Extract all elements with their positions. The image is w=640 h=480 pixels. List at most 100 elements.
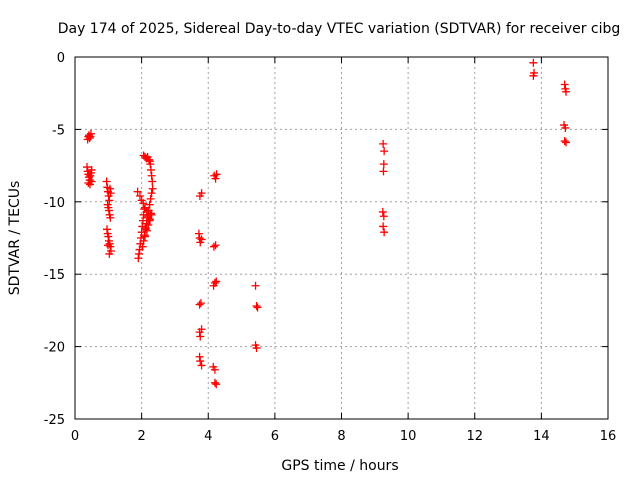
data-point [147,189,156,198]
grid [75,57,608,419]
x-tick-label: 10 [400,429,417,444]
data-point [105,184,114,193]
data-point [106,189,115,198]
data-point [379,160,388,169]
data-point [102,225,111,234]
y-tick-label: -25 [44,413,65,428]
data-point [197,361,206,370]
data-point [146,209,155,218]
y-tick-label: -15 [44,268,65,283]
data-point [87,165,96,174]
data-point [210,378,219,387]
data-point [134,249,143,258]
data-point [194,229,203,238]
data-point [379,167,388,176]
x-tick-label: 16 [600,429,617,444]
y-tick-label: -20 [44,341,65,356]
data-point [105,249,114,258]
data-point [144,220,153,229]
y-tick-label: 0 [57,51,65,66]
data-point [529,71,538,80]
data-point [560,136,569,145]
x-axis-label: GPS time / hours [281,458,398,474]
data-point [195,300,204,309]
x-tick-label: 4 [204,429,212,444]
data-point [145,216,154,225]
data-point [104,232,113,241]
data-point [85,134,94,143]
data-point [82,163,91,172]
x-tick-labels: 0 2 4 6 8 10 12 14 16 [71,429,616,444]
data-point [84,178,93,187]
data-point [196,357,205,366]
data-point [139,236,148,245]
data-point [210,365,219,374]
data-point [195,352,204,361]
data-point [139,199,148,208]
data-point [145,200,154,209]
data-point [210,278,219,287]
data-points [82,58,571,389]
data-point [138,242,147,251]
data-point [106,213,115,222]
data-point [140,232,149,241]
y-tick-label: -10 [44,196,65,211]
data-point [148,177,157,186]
x-tick-label: 14 [533,429,550,444]
data-point [562,138,571,147]
data-point [380,228,389,237]
data-point [212,380,221,389]
data-point [133,187,142,196]
data-point [146,165,155,174]
data-point [197,235,206,244]
data-point [211,241,220,250]
data-point [142,207,151,216]
data-point [379,222,388,231]
data-point [196,332,205,341]
chart-title: Day 174 of 2025, Sidereal Day-to-day VTE… [58,21,621,37]
data-point [252,344,261,353]
data-point [196,299,205,308]
plot-frame [74,56,609,420]
x-tick-label: 12 [466,429,483,444]
data-point [209,242,218,251]
data-point [560,80,569,89]
data-point [197,189,206,198]
x-tick-label: 0 [71,429,79,444]
data-point [142,226,151,235]
x-tick-label: 2 [137,429,145,444]
data-point [253,303,262,312]
data-point [105,196,114,205]
data-point [135,192,144,201]
x-tick-label: 8 [337,429,345,444]
data-point [379,212,388,221]
data-point [197,325,206,334]
y-axis-label: SDTVAR / TECUs [7,181,23,296]
data-point [102,177,111,186]
data-point [251,281,260,290]
x-tick-label: 6 [271,429,279,444]
data-point [212,170,221,179]
data-point [146,194,155,203]
data-point [147,171,156,180]
data-point [562,87,571,96]
data-point [144,155,153,164]
data-point [103,241,112,250]
data-point [104,206,113,215]
data-point [86,129,95,138]
data-point [378,207,387,216]
data-point [252,302,261,311]
data-point [134,254,143,263]
data-point [529,58,538,67]
data-point [87,177,96,186]
data-point [212,277,221,286]
data-point [211,174,220,183]
data-point [379,139,388,148]
data-point [195,234,204,242]
data-point [380,147,389,156]
data-point [561,123,570,132]
data-point [148,184,157,193]
y-tick-labels: 0 -5 -10 -15 -20 -25 [44,51,65,428]
